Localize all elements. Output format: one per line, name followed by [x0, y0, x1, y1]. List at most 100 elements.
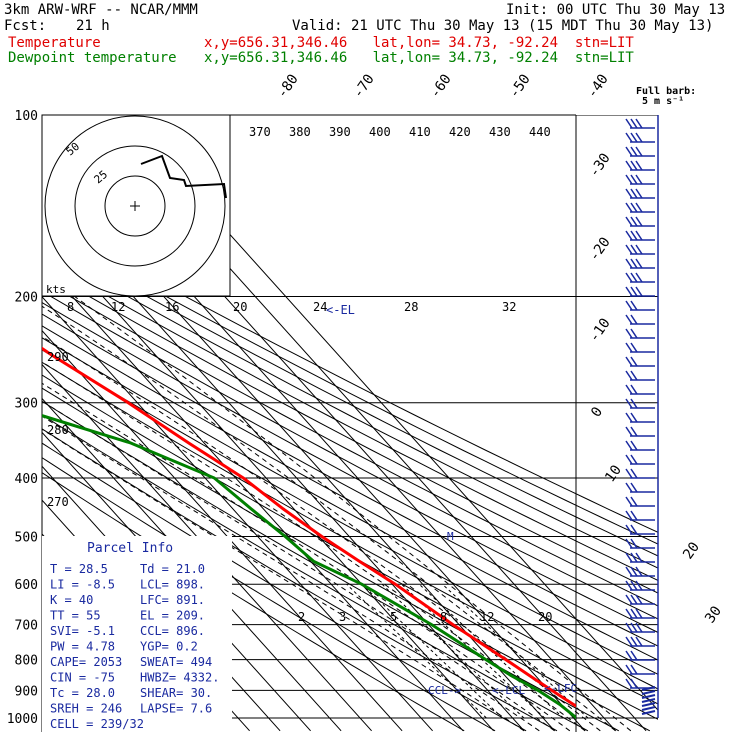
m-annotation: M [447, 530, 454, 543]
wind-barb [625, 384, 655, 395]
parcel-info-right: Td = 21.0 [140, 562, 205, 576]
wind-barb [625, 524, 655, 535]
wind-barb [625, 468, 655, 479]
hodograph-speed-label: 20 [233, 300, 247, 314]
wind-barb [625, 552, 655, 563]
wind-barb [625, 664, 655, 675]
parcel-info-left: CIN = -75 [50, 671, 115, 685]
wind-barb [641, 710, 656, 715]
dry-adiabat [42, 302, 658, 633]
wind-barb [625, 496, 655, 507]
pressure-tick-label: 800 [15, 654, 38, 669]
wind-barb [625, 300, 655, 311]
isotherm-label: 0 [588, 404, 606, 420]
mixing-ratio-label: 8 [440, 610, 447, 624]
wind-barb [625, 342, 655, 353]
parcel-info-right: SHEAR= 30. [140, 686, 212, 700]
isotherm-label: 30 [702, 603, 725, 626]
parcel-info-right: LCL= 898. [140, 578, 205, 592]
theta-label: 380 [289, 125, 311, 139]
moist-adiabat [42, 335, 601, 732]
mixing-ratio-label: 3 [339, 610, 346, 624]
hodograph-speed-label: 12 [111, 300, 125, 314]
isotherm-label: -50 [506, 71, 534, 101]
theta-label: 410 [409, 125, 431, 139]
temperature-legend-info: x,y=656.31,346.46 lat,lon= 34.73, -92.24… [204, 35, 634, 51]
hodograph-ring [74, 145, 196, 267]
isotherm-line [42, 329, 403, 732]
parcel-info-left: Tc = 28.0 [50, 686, 115, 700]
wind-barb [641, 702, 656, 707]
dry-adiabat [42, 361, 658, 705]
wind-barb [625, 580, 655, 591]
parcel-info-right: CCL= 896. [140, 624, 205, 638]
mixing-ratio-label: 12 [480, 610, 494, 624]
parcel-info-left: PW = 4.78 [50, 640, 115, 654]
isotherm-line [42, 397, 342, 732]
isotherm-label: -20 [586, 234, 614, 264]
dry-adiabat [42, 400, 620, 732]
wind-barb [625, 482, 655, 493]
isotherm-label: 20 [680, 539, 703, 562]
parcel-info-left: LI = -8.5 [50, 578, 115, 592]
hodograph-speed-label: 8 [67, 300, 74, 314]
dewpoint-legend-label: Dewpoint temperature [8, 50, 177, 66]
parcel-info-right: EL = 209. [140, 609, 205, 623]
parcel-info-left: CAPE= 2053 [50, 655, 122, 669]
parcel-info-right: SWEAT= 494 [140, 655, 212, 669]
mixing-ratio-line [418, 583, 564, 719]
theta-label: 400 [369, 125, 391, 139]
hodograph-speed-label: 16 [165, 300, 179, 314]
parcel-info-right: LAPSE= 7.6 [140, 702, 212, 716]
moist-adiabat [42, 400, 555, 732]
pressure-tick-label: 1000 [7, 712, 38, 727]
pressure-tick-label: 900 [15, 684, 38, 699]
mixing-ratio-line [346, 583, 487, 719]
dry-adiabat [42, 247, 658, 569]
pressure-tick-label: 300 [15, 397, 38, 412]
init-time: Init: 00 UTC Thu 30 May 13 [506, 2, 726, 18]
pressure-tick-label: 600 [15, 578, 38, 593]
parcel-info-left: SREH = 246 [50, 702, 122, 716]
wind-barb [625, 412, 655, 423]
pressure-tick-label: 700 [15, 619, 38, 634]
wind-barb [641, 694, 656, 699]
isotherm-label: -40 [584, 71, 612, 101]
wind-barb [641, 686, 656, 691]
mixing-ratio-label: 2 [298, 610, 305, 624]
dry-adiabat [42, 325, 658, 661]
mixing-ratio-line [361, 583, 503, 719]
wind-barb [625, 510, 655, 521]
moist-adiabat [42, 361, 586, 732]
mixing-ratio-line [401, 583, 546, 719]
parcel-info-right: YGP= 0.2 [140, 640, 198, 654]
parcel-info-right: HWBZ= 4332. [140, 671, 219, 685]
wind-barb [641, 706, 656, 711]
temperature-trace [42, 346, 576, 708]
mixing-ratio-label: 20 [538, 610, 552, 624]
theta-label: 430 [489, 125, 511, 139]
pressure-tick-label: 500 [15, 530, 38, 545]
wind-barb [625, 258, 655, 269]
isotherm-label: -70 [350, 71, 378, 101]
wind-barb [625, 454, 655, 465]
theta-label: 390 [329, 125, 351, 139]
isotherm-label: -10 [586, 315, 614, 345]
theta-label: 280 [47, 423, 69, 437]
hodograph-kts-label: kts [46, 283, 66, 296]
dry-adiabat [42, 227, 658, 545]
hodograph-trace [140, 154, 227, 199]
wind-barb [625, 160, 655, 171]
model-title: 3km ARW-WRF -- NCAR/MMM [4, 2, 198, 18]
isotherm-label: -30 [586, 150, 614, 180]
lfc-annotation: <-LFC [544, 682, 577, 695]
wind-barb [625, 146, 655, 157]
wind-barb [625, 202, 655, 213]
wind-barb [625, 594, 655, 605]
parcel-info-left: TT = 55 [50, 609, 101, 623]
hodograph-speed-label: 28 [404, 300, 418, 314]
dry-adiabat [42, 290, 658, 620]
dry-adiabat [42, 414, 589, 732]
